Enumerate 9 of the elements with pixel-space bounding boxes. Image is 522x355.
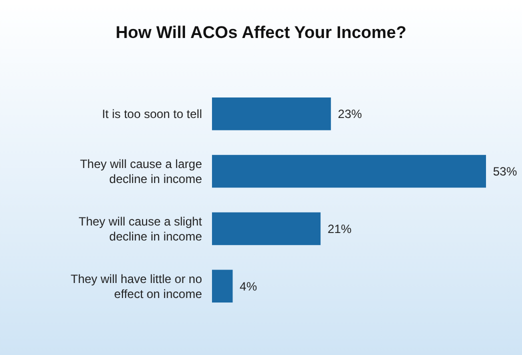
y-tick-label: It is too soon to tell [102, 107, 202, 122]
chart-title: How Will ACOs Affect Your Income? [116, 23, 406, 42]
y-tick-label: They will cause a slight decline in income [78, 214, 203, 244]
y-tick-label: They will have little or no effect on income [70, 272, 202, 301]
data-label: 23% [338, 107, 362, 122]
data-label: 53% [493, 164, 518, 178]
y-tick-label: They will cause a large decline in income [80, 156, 202, 186]
data-label: 4% [240, 279, 258, 294]
data-label: 21% [328, 222, 352, 236]
